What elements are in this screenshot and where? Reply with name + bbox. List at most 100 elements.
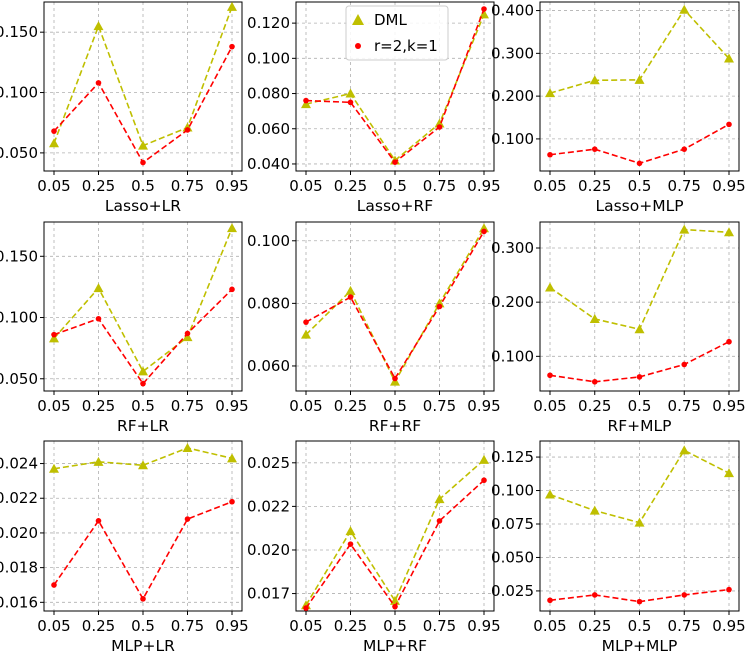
data-point-r2k1 <box>636 374 643 380</box>
x-tick-label: 0.05 <box>37 397 70 415</box>
data-point-r2k1 <box>140 380 146 387</box>
data-point-dml <box>589 313 600 323</box>
y-tick-label: 0.022 <box>0 489 38 507</box>
data-point-dml <box>182 442 193 452</box>
x-axis-label: MLP+RF <box>363 637 427 655</box>
data-point-dml <box>724 227 734 237</box>
data-point-r2k1 <box>681 361 688 368</box>
y-tick-label: 0.100 <box>491 482 534 500</box>
data-point-dml <box>138 140 148 150</box>
x-axis-label: RF+LR <box>117 417 169 435</box>
data-point-dml <box>345 285 356 295</box>
x-axis-label: RF+RF <box>369 417 421 435</box>
data-point-r2k1 <box>436 124 443 130</box>
x-tick-label: 0.25 <box>334 177 367 195</box>
y-tick-label: 0.050 <box>0 144 38 162</box>
data-point-r2k1 <box>547 151 553 158</box>
data-point-r2k1 <box>51 582 57 588</box>
data-point-r2k1 <box>51 331 57 338</box>
data-point-dml <box>93 456 104 466</box>
x-axis-label: Lasso+MLP <box>595 197 683 215</box>
x-tick-label: 0.75 <box>668 177 701 195</box>
panel-rf-lr: 0.050 0.100 0.150 0.05 0.25 0.5 0.75 0.95 RF+LR <box>0 221 249 435</box>
y-tick-label: 0.200 <box>491 293 534 311</box>
series-line-dml <box>53 227 233 373</box>
y-tick-label: 0.150 <box>0 23 38 41</box>
data-point-r2k1 <box>51 128 57 134</box>
data-point-r2k1 <box>303 97 309 104</box>
data-point-dml <box>545 88 555 98</box>
legend-box <box>345 5 449 61</box>
x-tick-label: 0.95 <box>712 177 745 195</box>
data-point-r2k1 <box>591 146 598 152</box>
y-tick-label: 0.040 <box>247 155 290 173</box>
y-tick-label: 0.050 <box>491 548 534 566</box>
data-point-dml <box>679 445 690 455</box>
data-point-r2k1 <box>229 498 235 505</box>
panel-lasso-rf: 0.040 0.060 0.080 0.100 0.120 0.05 0.25 0.5 0.75… <box>247 1 501 215</box>
panel-mlp-rf: 0.017 0.020 0.022 0.025 0.05 0.25 0.5 0.75 0.95 M… <box>247 440 501 655</box>
data-point-r2k1 <box>229 286 235 293</box>
data-point-dml <box>227 1 237 11</box>
x-tick-label: 0.75 <box>423 397 456 415</box>
x-tick-label: 0.25 <box>578 617 611 635</box>
data-point-dml <box>589 505 600 515</box>
data-point-dml <box>93 283 104 293</box>
series-line-r2k1 <box>53 288 233 385</box>
x-tick-label: 0.95 <box>712 617 745 635</box>
x-tick-label: 0.05 <box>289 177 322 195</box>
x-tick-label: 0.25 <box>334 397 367 415</box>
data-point-r2k1 <box>184 330 191 337</box>
data-point-r2k1 <box>726 586 732 593</box>
data-point-dml <box>479 454 489 464</box>
x-tick-label: 0.5 <box>628 397 652 415</box>
series-line-dml <box>305 459 485 606</box>
x-tick-label: 0.75 <box>171 617 204 635</box>
series-line-dml <box>305 227 485 384</box>
x-axis-label: RF+MLP <box>607 417 671 435</box>
data-point-dml <box>545 489 555 499</box>
x-tick-label: 0.5 <box>628 617 652 635</box>
x-tick-label: 0.75 <box>423 617 456 635</box>
data-point-dml <box>479 223 489 233</box>
data-point-r2k1 <box>726 121 732 128</box>
y-tick-label: 0.060 <box>247 120 290 138</box>
data-point-r2k1 <box>303 319 309 325</box>
y-tick-label: 0.100 <box>491 130 534 148</box>
x-tick-label: 0.05 <box>533 397 566 415</box>
data-point-r2k1 <box>591 592 598 598</box>
data-point-dml <box>724 468 734 478</box>
data-point-r2k1 <box>481 6 487 12</box>
data-point-r2k1 <box>547 597 553 604</box>
y-tick-label: 0.075 <box>491 515 534 533</box>
y-tick-label: 0.400 <box>491 2 534 20</box>
data-point-r2k1 <box>636 160 643 167</box>
data-point-dml <box>634 517 645 527</box>
panel-rf-rf: 0.060 0.080 0.100 0.05 0.25 0.5 0.75 0.95 RF+RF <box>247 221 501 435</box>
x-tick-label: 0.95 <box>215 397 248 415</box>
data-point-dml <box>227 453 237 463</box>
data-point-r2k1 <box>547 372 553 379</box>
data-point-dml <box>227 223 237 233</box>
data-point-r2k1 <box>140 596 146 602</box>
data-point-r2k1 <box>392 375 398 382</box>
data-point-r2k1 <box>481 228 487 235</box>
y-tick-label: 0.080 <box>247 294 290 312</box>
x-tick-label: 0.5 <box>628 177 652 195</box>
x-tick-label: 0.75 <box>171 177 204 195</box>
data-point-dml <box>434 118 445 128</box>
x-axis-label: Lasso+LR <box>105 197 181 215</box>
data-point-r2k1 <box>229 43 235 50</box>
data-point-r2k1 <box>436 303 443 310</box>
data-point-r2k1 <box>95 517 102 524</box>
series-line-dml <box>53 447 233 470</box>
legend-label-r2k1: r=2,k=1 <box>374 37 438 55</box>
data-point-dml <box>345 526 356 536</box>
y-tick-label: 0.022 <box>247 497 290 515</box>
x-tick-label: 0.95 <box>712 397 745 415</box>
data-point-dml <box>479 9 489 19</box>
x-tick-label: 0.95 <box>215 617 248 635</box>
x-axis-label: Lasso+RF <box>357 197 434 215</box>
x-tick-label: 0.95 <box>467 177 500 195</box>
y-tick-label: 0.100 <box>0 309 38 327</box>
